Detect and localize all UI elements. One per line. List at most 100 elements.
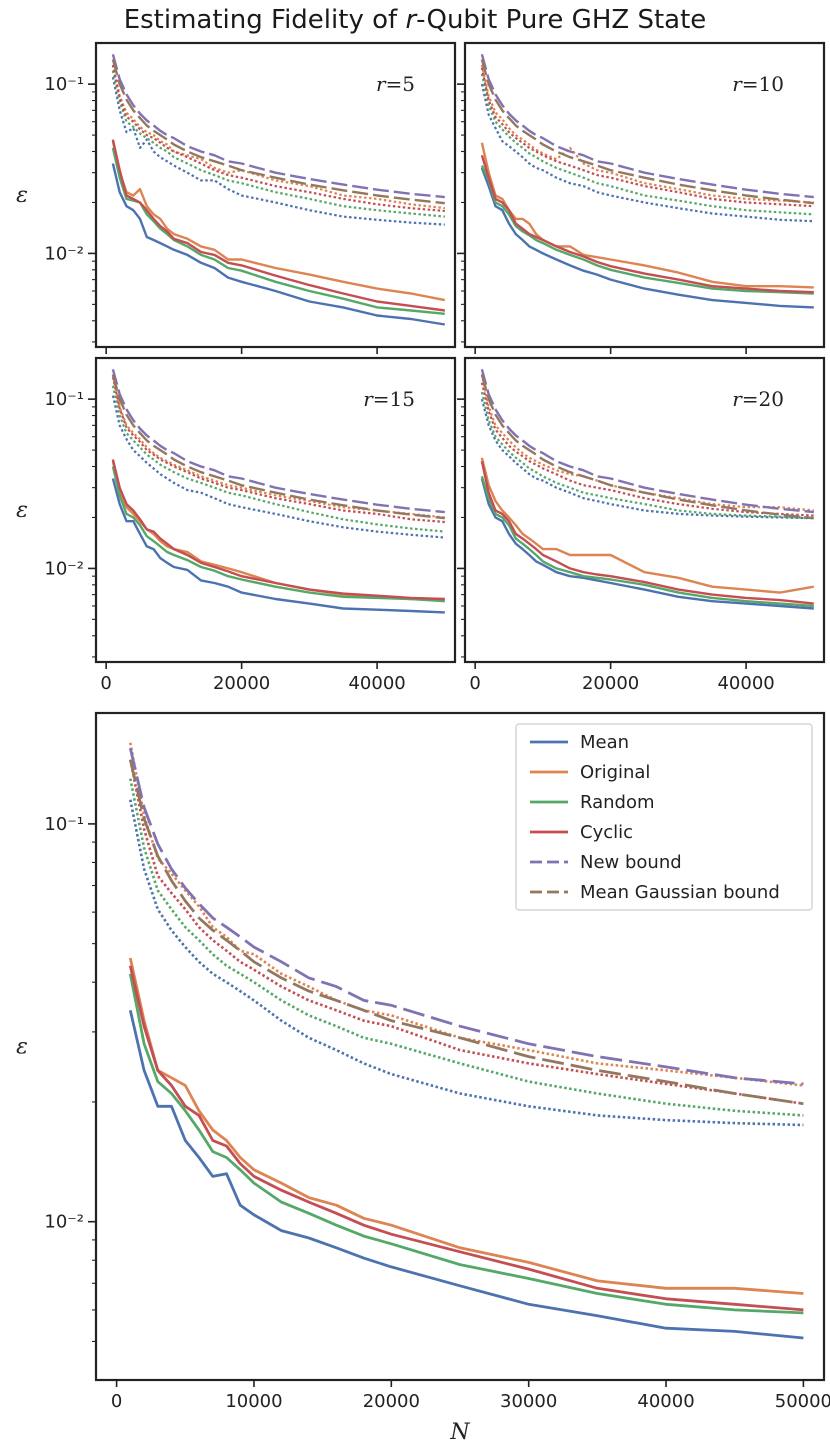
series-line-cyclic-dotted: [129, 759, 804, 1105]
series-line-cyclic-dotted: [480, 382, 814, 517]
plot-frame: [463, 356, 826, 664]
series-line-mean: [111, 163, 445, 326]
figure-title: Estimating Fidelity of r-Qubit Pure GHZ …: [124, 5, 707, 35]
panels: 10⁻² 10⁻¹ ε r=5 r=10 0 20000 40000 10⁻² 10⁻¹ ε r=15…: [16, 41, 830, 1445]
series-line-new-bound: [480, 53, 814, 199]
legend-label: Mean: [580, 732, 629, 753]
series-line-original-dotted: [111, 374, 445, 519]
series-line-cyclic: [480, 154, 814, 294]
series-line-random: [111, 466, 445, 603]
panel-r=20: 0 20000 40000 r=20: [457, 356, 826, 694]
panel-mean: 0 10000 20000 30000 40000 50000 10⁻² 10⁻¹ ε N Mean…: [16, 711, 830, 1445]
series-line-original-dotted: [129, 742, 804, 1087]
x-tick-label: 40000: [717, 673, 774, 694]
series-line-mean: [128, 1009, 804, 1340]
r-annotation: r=15: [363, 387, 415, 411]
series-group: [111, 368, 445, 614]
x-tick-label: 40000: [637, 1391, 694, 1412]
series-line-mean-gaussian-bound: [480, 374, 814, 520]
x-tick-label: 0: [100, 673, 111, 694]
series-line-original-dotted: [111, 64, 445, 210]
series-line-original: [480, 142, 814, 289]
plot-frame: [94, 356, 457, 664]
series-line-mean-gaussian-bound: [111, 374, 445, 520]
series-line-cyclic-dotted: [111, 64, 445, 213]
series-line-mean: [480, 167, 814, 309]
y-tick-label: 10⁻²: [44, 243, 84, 264]
series-line-original-dotted: [480, 374, 814, 512]
series-line-mean: [111, 478, 445, 614]
series-line-new-bound: [480, 368, 814, 514]
legend: Mean Original Random Cyclic New bound Mean Ga…: [515, 723, 813, 911]
x-tick-label: 20000: [213, 673, 270, 694]
series-line-random-dotted: [480, 73, 814, 216]
series-line-random: [480, 165, 814, 295]
y-tick-label: 10⁻²: [44, 558, 84, 579]
y-tick-label: 10⁻¹: [44, 389, 84, 410]
series-line-random: [128, 973, 804, 1315]
series-line-mean: [480, 478, 814, 610]
panel-r=5: 10⁻² 10⁻¹ ε r=5: [16, 41, 457, 354]
series-line-random-dotted: [111, 385, 445, 533]
plot-frame: [94, 711, 826, 1382]
series-line-mean-dotted: [480, 83, 814, 223]
plot-frame: [463, 41, 826, 349]
series-line-cyclic: [111, 459, 445, 601]
series-group: [111, 53, 446, 326]
series-line-original: [111, 140, 446, 302]
series-group: [480, 368, 815, 610]
x-tick-label: 50000: [775, 1391, 830, 1412]
series-group: [480, 53, 814, 309]
y-axis-label: ε: [16, 498, 28, 523]
series-line-mean-dotted: [111, 395, 445, 539]
r-annotation: r=10: [732, 72, 784, 96]
series-line-mean-gaussian-bound: [111, 59, 445, 205]
legend-label: Mean Gaussian bound: [580, 882, 780, 903]
legend-label: Random: [580, 792, 655, 813]
x-axis-label: N: [449, 1420, 470, 1445]
series-line-mean-gaussian-bound: [128, 759, 804, 1106]
y-tick-label: 10⁻²: [44, 1212, 84, 1233]
series-line-original: [111, 460, 445, 602]
x-tick-label: 0: [469, 673, 480, 694]
series-line-cyclic-dotted: [111, 376, 445, 524]
r-annotation: r=20: [732, 387, 784, 411]
y-tick-label: 10⁻¹: [44, 814, 84, 835]
series-line-random-dotted: [111, 70, 445, 218]
y-tick-label: 10⁻¹: [44, 74, 84, 95]
legend-label: Cyclic: [580, 822, 633, 843]
series-line-original: [480, 457, 815, 594]
series-line-new-bound: [111, 53, 445, 199]
series-line-random-dotted: [129, 778, 804, 1117]
y-axis-label: ε: [16, 1035, 28, 1060]
series-line-mean-dotted: [129, 799, 804, 1127]
series-line-mean-dotted: [480, 398, 814, 520]
y-axis-label: ε: [16, 183, 28, 208]
plot-frame: [94, 41, 457, 349]
x-tick-label: 0: [111, 1391, 122, 1412]
x-tick-label: 40000: [348, 673, 405, 694]
x-tick-label: 10000: [225, 1391, 282, 1412]
x-tick-label: 20000: [363, 1391, 420, 1412]
series-line-mean-dotted: [111, 76, 445, 226]
series-line-cyclic-dotted: [480, 67, 814, 208]
series-line-cyclic: [111, 139, 445, 312]
series-line-new-bound: [111, 368, 445, 514]
series-line-new-bound: [128, 747, 804, 1086]
series-line-random-dotted: [480, 391, 814, 520]
r-annotation: r=5: [376, 72, 415, 96]
series-line-mean-gaussian-bound: [480, 59, 814, 205]
panel-r=15: 0 20000 40000 10⁻² 10⁻¹ ε r=15: [16, 356, 457, 694]
panel-r=10: r=10: [457, 41, 826, 354]
series-line-random: [480, 475, 814, 608]
series-line-cyclic: [128, 965, 804, 1312]
x-tick-label: 30000: [500, 1391, 557, 1412]
legend-label: New bound: [580, 852, 682, 873]
x-tick-label: 20000: [582, 673, 639, 694]
series-line-original: [128, 957, 804, 1295]
series-group: [128, 742, 804, 1340]
legend-label: Original: [580, 762, 650, 783]
legend-box: [515, 723, 813, 911]
series-line-cyclic: [480, 460, 814, 605]
